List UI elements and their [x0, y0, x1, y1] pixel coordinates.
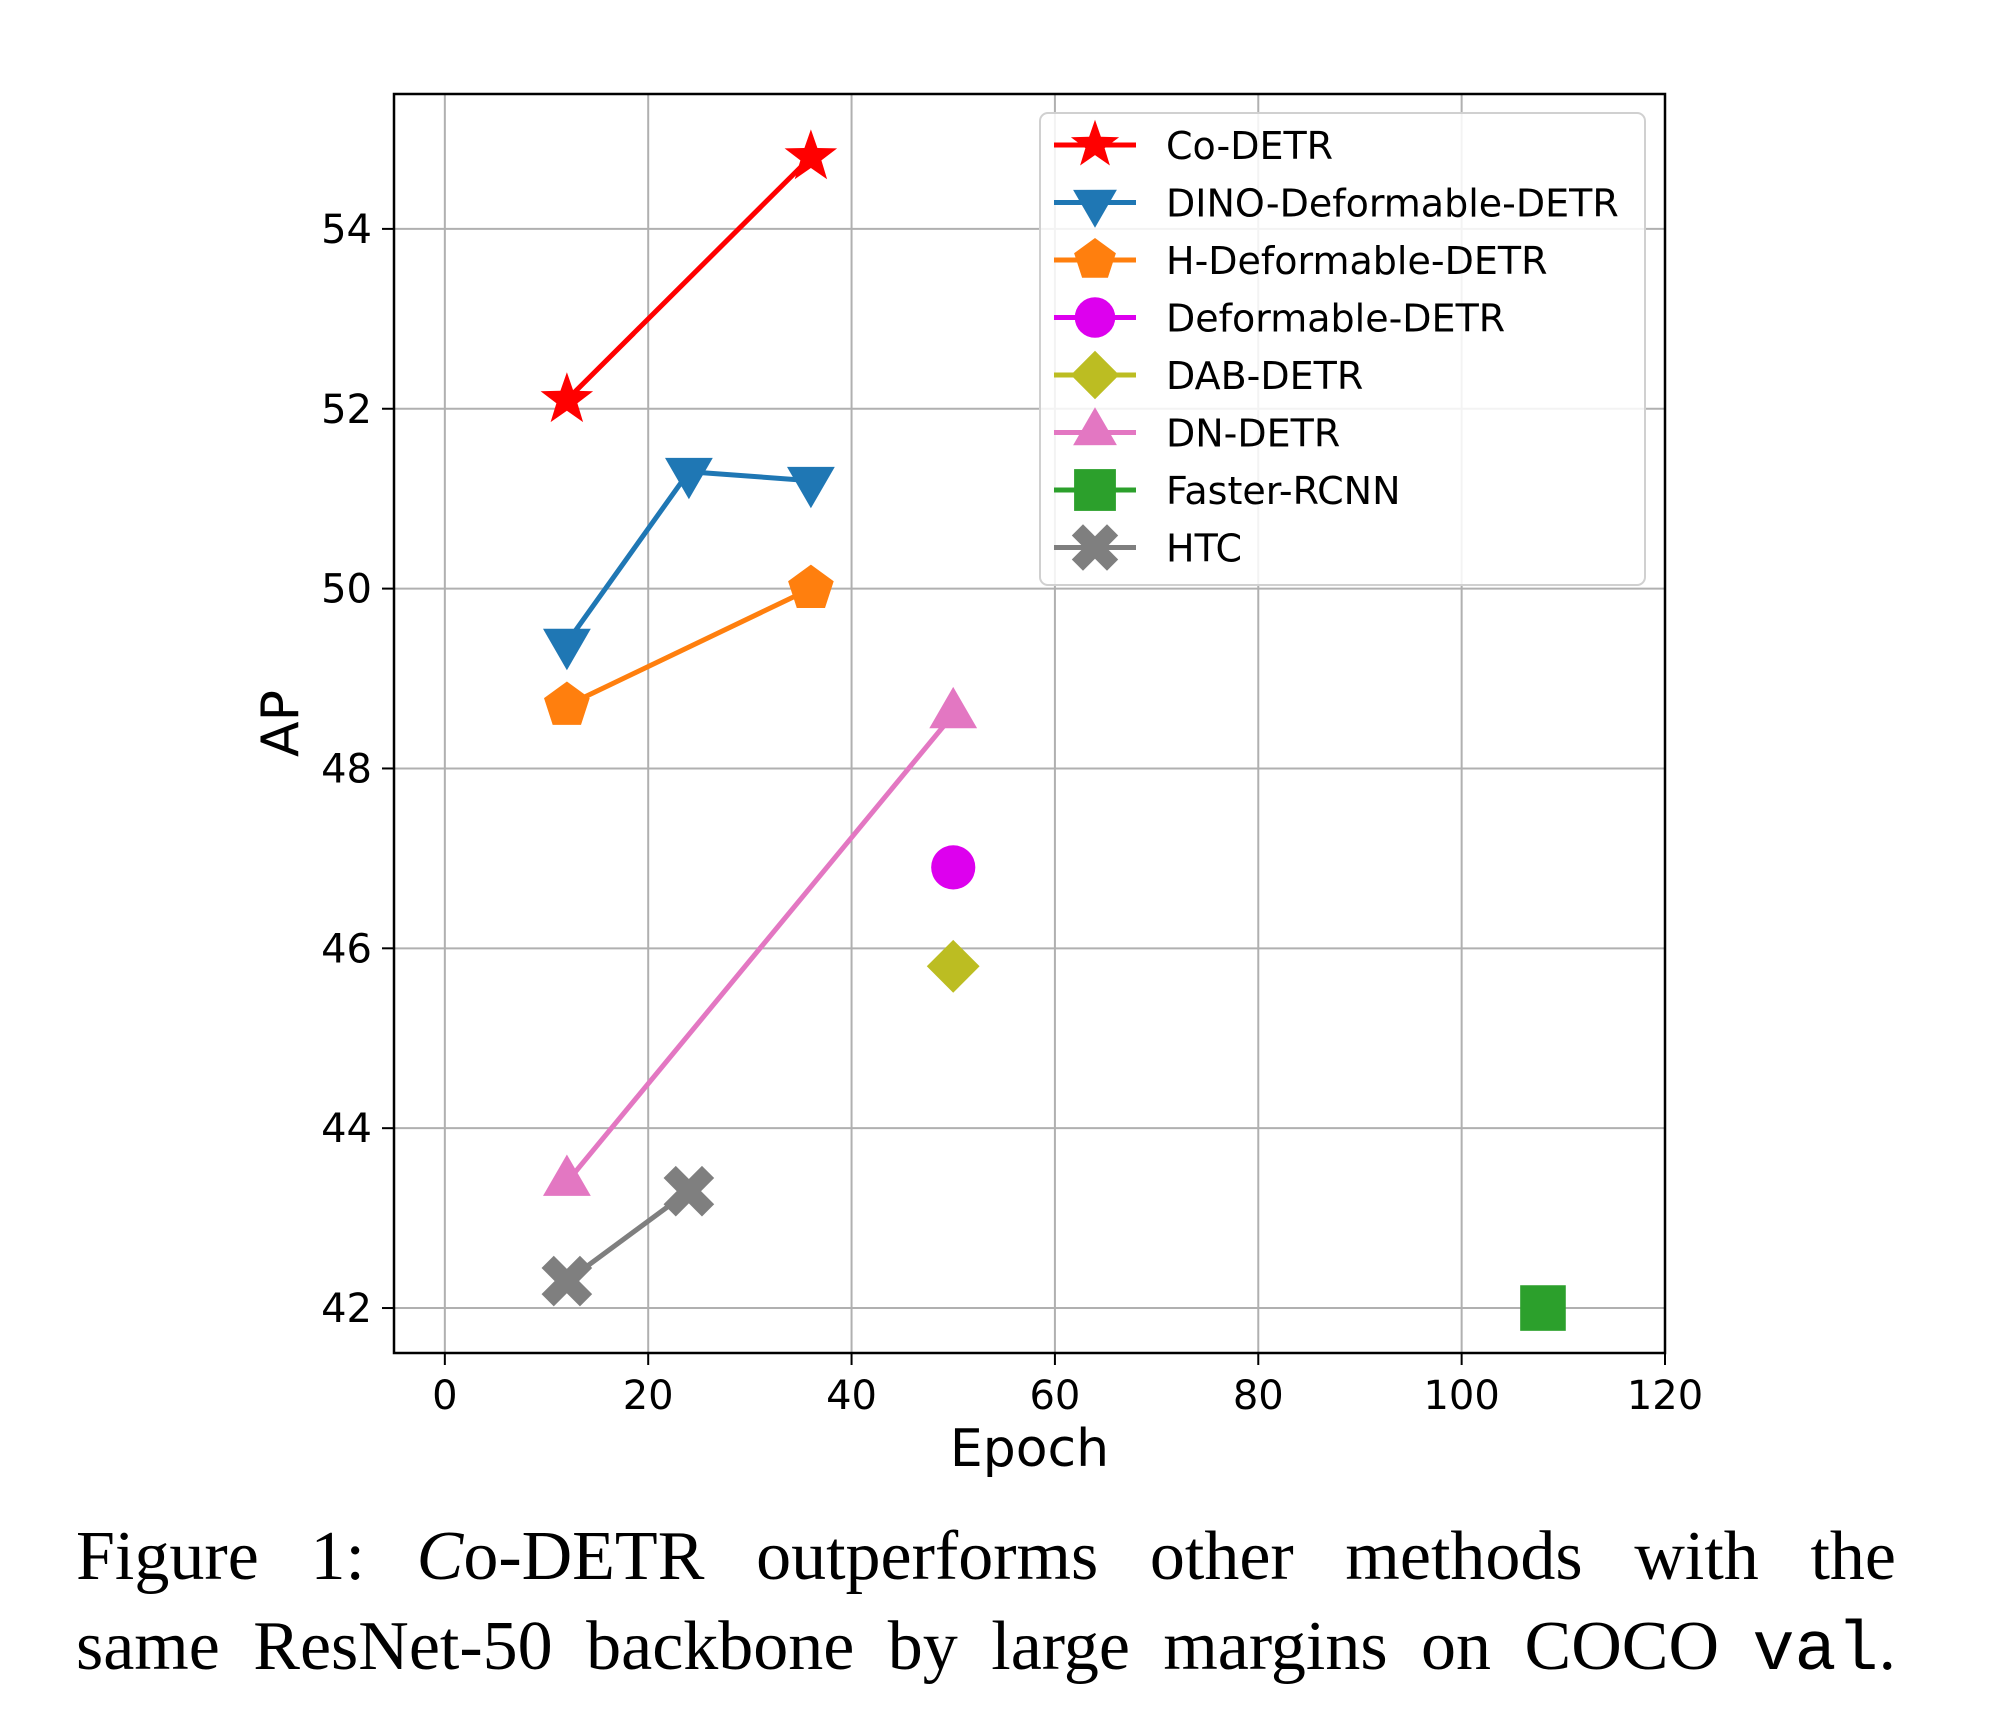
caption-co-letter: C: [416, 1518, 464, 1595]
caption-line2-text: same ResNet-50 backbone by large margins…: [76, 1608, 1753, 1685]
y-tick-label: 48: [321, 746, 372, 792]
caption-line-2: same ResNet-50 backbone by large margins…: [76, 1602, 1896, 1697]
x-tick-label: 80: [1233, 1373, 1284, 1419]
caption-line1-text: o-DETR outperforms other methods with th…: [463, 1518, 1896, 1595]
y-tick-label: 42: [321, 1286, 372, 1332]
chart: 0 20 40 60 80 100 120 42 44 46 48 50 52 54 Epoch AP Co-…: [251, 92, 1703, 1479]
y-axis-label: AP: [251, 690, 311, 757]
legend-label-deformable-detr: Deformable-DETR: [1166, 297, 1505, 341]
dino-deformable-detr-point: [665, 457, 713, 500]
h-deformable-detr-point: [788, 564, 834, 608]
h-deformable-detr-line: [565, 586, 812, 708]
dn-detr-point: [929, 686, 978, 729]
dino-deformable-detr-point: [543, 628, 591, 671]
y-tick-label: 50: [321, 567, 372, 613]
htc-point: [663, 1165, 715, 1217]
caption-prefix: Figure 1:: [76, 1518, 417, 1595]
x-tick-label: 120: [1627, 1373, 1703, 1419]
legend-label-faster-rcnn: Faster-RCNN: [1166, 469, 1401, 513]
x-tick-label: 60: [1029, 1373, 1080, 1419]
y-tick-label: 46: [321, 926, 372, 972]
legend-label-h-deformable-detr: H-Deformable-DETR: [1166, 239, 1547, 283]
y-tick-label: 54: [321, 207, 372, 253]
dn-detr-line: [564, 712, 956, 1184]
legend: Co-DETR DINO-Deformable-DETR H-Deformable-…: [1039, 112, 1646, 586]
legend-marker-co-detr: [1070, 119, 1120, 166]
faster-rcnn-point: [1520, 1285, 1566, 1331]
htc-point-stroke: [663, 1165, 715, 1217]
caption-code: val: [1752, 1612, 1879, 1691]
caption-period: .: [1878, 1608, 1897, 1685]
deformable-detr-point: [931, 845, 976, 890]
legend-label-htc: HTC: [1166, 527, 1242, 571]
legend-marker-deformable-detr: [1074, 297, 1116, 338]
legend-box: [1039, 112, 1646, 586]
y-tick-label: 44: [321, 1106, 372, 1152]
dn-detr-point: [543, 1154, 591, 1196]
x-axis-label: Epoch: [950, 1419, 1109, 1479]
legend-label-co-detr: Co-DETR: [1166, 124, 1333, 168]
dino-deformable-detr-point: [787, 466, 835, 509]
figure-caption: Figure 1: Co-DETR outperforms other meth…: [76, 1512, 1896, 1697]
series-layer: [540, 129, 1566, 1331]
legend-label-dab-detr: DAB-DETR: [1166, 354, 1363, 398]
y-tick-label: 52: [321, 387, 372, 433]
x-tick-label: 100: [1423, 1373, 1499, 1419]
x-tick-label: 20: [623, 1373, 674, 1419]
co-detr-line: [565, 155, 813, 402]
x-tick-label: 0: [432, 1373, 457, 1419]
x-tick-label: 40: [826, 1373, 877, 1419]
caption-line-1: Figure 1: Co-DETR outperforms other meth…: [76, 1512, 1896, 1602]
legend-marker-dab-detr: [1070, 350, 1120, 400]
legend-marker-dino-deformable-detr: [1073, 189, 1117, 228]
axes: 0 20 40 60 80 100 120 42 44 46 48 50 52 54 Epoch AP: [251, 92, 1703, 1479]
plot-frame: [392, 92, 1667, 1355]
co-detr-point: [540, 372, 594, 423]
legend-marker-htc-stroke: [1071, 524, 1119, 571]
h-deformable-detr-point: [544, 681, 590, 725]
legend-marker-h-deformable-detr: [1074, 238, 1116, 278]
legend-label-dn-detr: DN-DETR: [1166, 412, 1340, 456]
legend-label-dino-deformable-detr: DINO-Deformable-DETR: [1166, 182, 1619, 226]
legend-marker-dn-detr: [1073, 407, 1117, 446]
co-detr-point: [784, 129, 838, 180]
dab-detr-point: [926, 939, 980, 993]
htc-point: [541, 1255, 593, 1307]
legend-marker-faster-rcnn: [1074, 469, 1116, 511]
legend-marker-htc: [1071, 524, 1119, 571]
htc-point-stroke: [541, 1255, 593, 1307]
